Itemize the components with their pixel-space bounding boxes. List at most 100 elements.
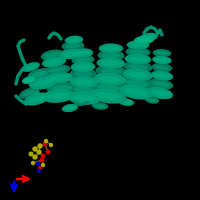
Ellipse shape: [42, 56, 66, 68]
Ellipse shape: [152, 56, 172, 64]
Ellipse shape: [103, 46, 119, 51]
Ellipse shape: [124, 88, 148, 96]
Ellipse shape: [28, 69, 52, 79]
Ellipse shape: [47, 93, 69, 99]
Ellipse shape: [73, 48, 93, 58]
Point: [31, 161, 35, 165]
Ellipse shape: [48, 67, 66, 73]
Ellipse shape: [122, 68, 153, 81]
Ellipse shape: [152, 63, 172, 72]
Ellipse shape: [155, 58, 169, 62]
Ellipse shape: [98, 43, 124, 53]
Ellipse shape: [129, 57, 147, 62]
Ellipse shape: [123, 61, 153, 73]
Ellipse shape: [29, 77, 57, 89]
Point: [40, 158, 44, 162]
Ellipse shape: [70, 76, 98, 88]
Ellipse shape: [126, 80, 148, 87]
Ellipse shape: [58, 49, 84, 59]
Ellipse shape: [92, 102, 108, 110]
Ellipse shape: [119, 85, 153, 99]
Ellipse shape: [99, 76, 121, 82]
Ellipse shape: [147, 87, 173, 99]
Ellipse shape: [123, 69, 153, 81]
Ellipse shape: [75, 58, 91, 62]
Ellipse shape: [153, 49, 171, 57]
Ellipse shape: [98, 50, 124, 61]
Ellipse shape: [72, 55, 94, 65]
Ellipse shape: [59, 49, 83, 59]
Ellipse shape: [70, 68, 96, 79]
Ellipse shape: [153, 49, 171, 57]
Point: [33, 155, 37, 159]
Ellipse shape: [71, 55, 95, 65]
Ellipse shape: [99, 44, 123, 53]
Ellipse shape: [149, 78, 173, 90]
Ellipse shape: [153, 81, 169, 87]
Ellipse shape: [69, 84, 99, 96]
Ellipse shape: [28, 76, 58, 90]
Ellipse shape: [101, 68, 121, 74]
Ellipse shape: [152, 63, 172, 72]
Ellipse shape: [42, 57, 66, 67]
Ellipse shape: [102, 53, 120, 58]
Ellipse shape: [24, 78, 34, 82]
Ellipse shape: [154, 73, 170, 78]
Ellipse shape: [125, 47, 151, 57]
Ellipse shape: [46, 59, 62, 65]
Ellipse shape: [68, 84, 100, 96]
Ellipse shape: [96, 57, 126, 69]
Ellipse shape: [94, 104, 106, 108]
Point: [36, 162, 40, 166]
Ellipse shape: [93, 73, 127, 86]
Point: [38, 144, 42, 148]
Ellipse shape: [94, 73, 126, 86]
Ellipse shape: [145, 96, 159, 104]
Ellipse shape: [97, 50, 125, 61]
Ellipse shape: [96, 92, 120, 100]
Point: [29, 152, 33, 156]
Ellipse shape: [22, 62, 40, 72]
Point: [38, 166, 42, 170]
Ellipse shape: [97, 58, 125, 69]
Ellipse shape: [62, 104, 78, 112]
Ellipse shape: [97, 84, 121, 91]
Ellipse shape: [24, 93, 50, 105]
Ellipse shape: [41, 89, 75, 103]
Point: [33, 147, 37, 151]
Ellipse shape: [44, 52, 60, 58]
Ellipse shape: [118, 98, 134, 106]
Ellipse shape: [124, 54, 152, 65]
Ellipse shape: [92, 102, 108, 110]
Ellipse shape: [68, 91, 100, 105]
Ellipse shape: [52, 85, 72, 91]
Ellipse shape: [33, 80, 53, 86]
Ellipse shape: [22, 90, 36, 96]
Ellipse shape: [22, 76, 36, 84]
Ellipse shape: [92, 81, 126, 94]
Ellipse shape: [145, 97, 159, 103]
Ellipse shape: [67, 91, 101, 105]
Ellipse shape: [96, 65, 126, 77]
Ellipse shape: [22, 62, 40, 72]
Ellipse shape: [68, 38, 80, 42]
Ellipse shape: [70, 62, 96, 72]
Ellipse shape: [89, 88, 127, 104]
Ellipse shape: [147, 87, 173, 99]
Ellipse shape: [74, 79, 94, 85]
Ellipse shape: [90, 89, 126, 103]
Ellipse shape: [95, 65, 127, 77]
Ellipse shape: [126, 40, 150, 50]
Ellipse shape: [71, 62, 95, 72]
Point: [44, 139, 48, 143]
Point: [43, 142, 47, 146]
Ellipse shape: [43, 64, 71, 76]
Ellipse shape: [120, 100, 132, 104]
Ellipse shape: [47, 82, 77, 94]
Ellipse shape: [156, 51, 168, 55]
Point: [49, 143, 53, 147]
Ellipse shape: [28, 95, 46, 103]
Ellipse shape: [118, 84, 154, 100]
Ellipse shape: [28, 68, 52, 80]
Ellipse shape: [19, 87, 39, 99]
